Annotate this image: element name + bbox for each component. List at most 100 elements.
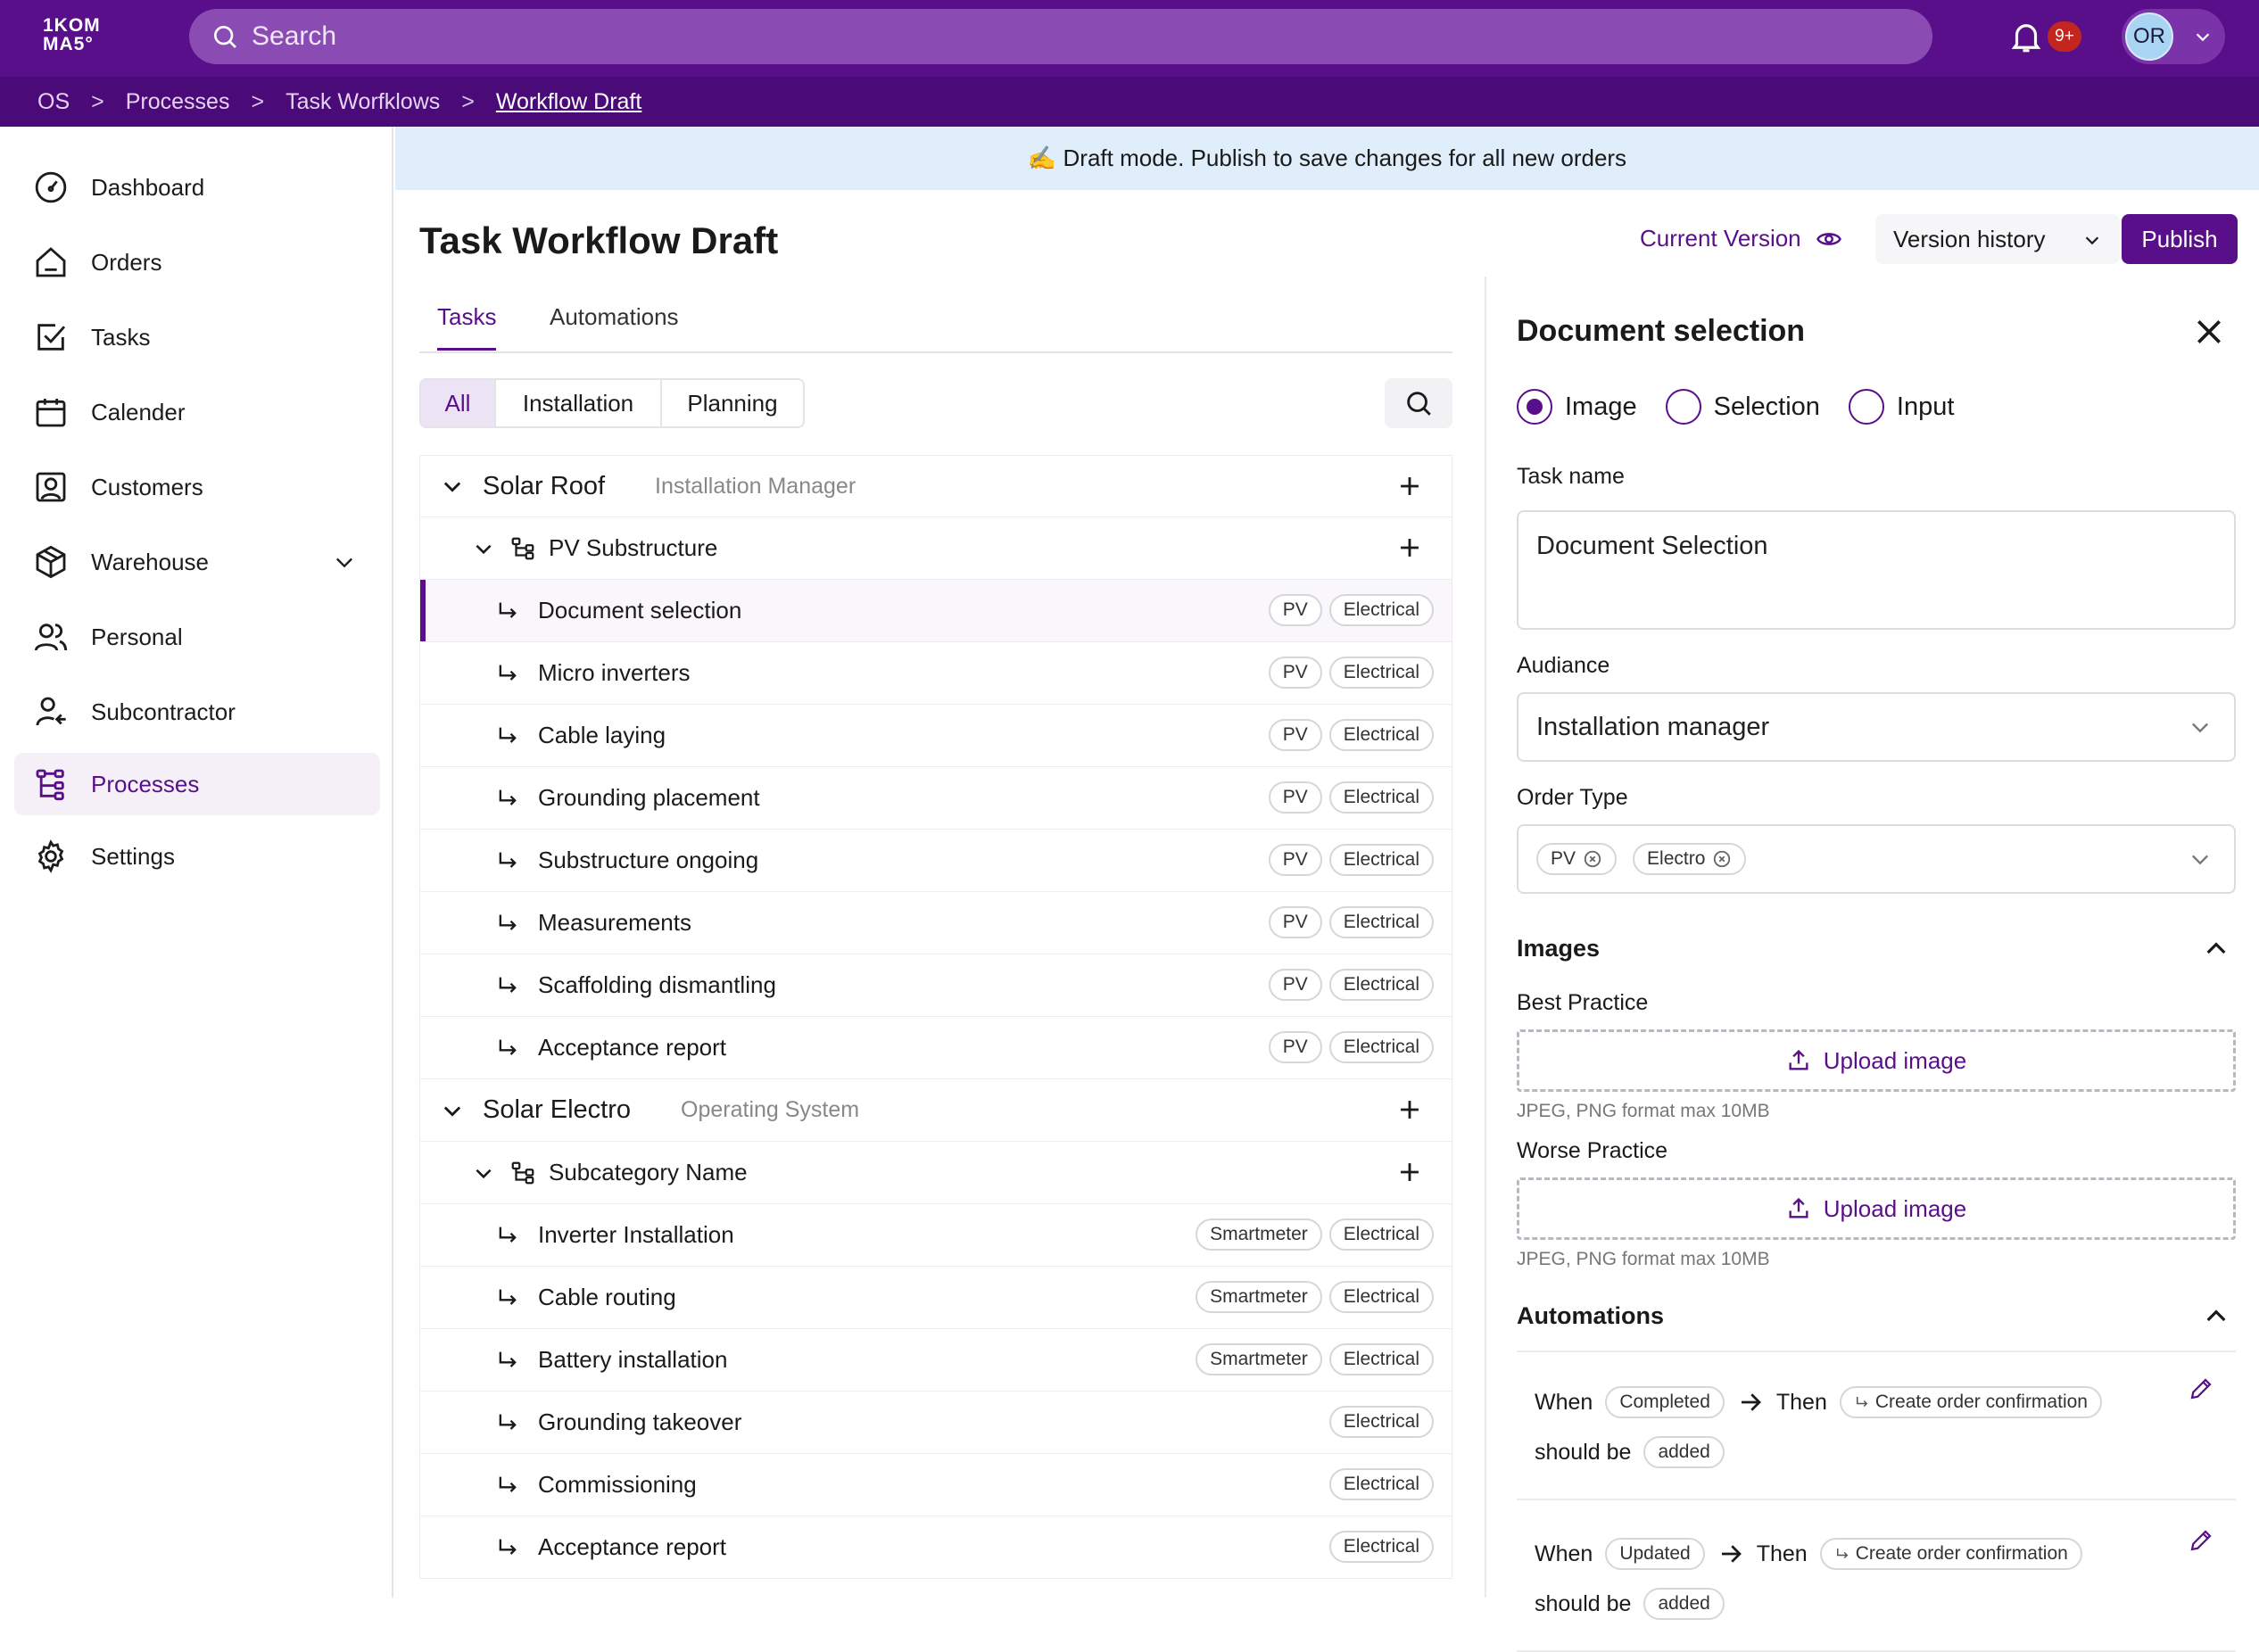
- subtask-arrow: [495, 848, 520, 873]
- chevron-down-icon[interactable]: [472, 1161, 495, 1185]
- home-icon: [32, 244, 70, 281]
- chevron-down-icon[interactable]: [440, 474, 465, 499]
- category-role: Installation Manager: [655, 473, 856, 499]
- automation-state[interactable]: added: [1643, 1588, 1725, 1620]
- upload-best-practice-button[interactable]: Upload image: [1517, 1029, 2236, 1092]
- bell-icon[interactable]: [2007, 18, 2045, 55]
- version-history-label: Version history: [1893, 225, 2046, 252]
- subtask-arrow: [495, 1223, 520, 1248]
- plus-icon[interactable]: [1394, 1094, 1425, 1125]
- audience-select[interactable]: Installation manager: [1517, 692, 2236, 762]
- arrow-right-icon: [1721, 1545, 1742, 1563]
- task-tag: PV: [1268, 781, 1322, 814]
- task-row[interactable]: Grounding placement PV Electrical: [419, 767, 1452, 830]
- task-row[interactable]: Substructure ongoing PV Electrical: [419, 830, 1452, 892]
- sidebar-item-label: Customers: [91, 473, 203, 500]
- task-tag: PV: [1268, 657, 1322, 689]
- automation-trigger[interactable]: Completed: [1605, 1386, 1725, 1418]
- tab-tasks[interactable]: Tasks: [437, 303, 497, 351]
- task-row[interactable]: Inverter Installation Smartmeter Electrica…: [419, 1204, 1452, 1267]
- search-input[interactable]: Search: [189, 9, 1932, 64]
- filter-all[interactable]: All: [421, 380, 496, 426]
- current-version-link[interactable]: Current Version: [1640, 225, 1842, 252]
- radio-image[interactable]: Image: [1517, 389, 1637, 425]
- eye-icon: [1816, 232, 1841, 245]
- task-row[interactable]: Scaffolding dismantling PV Electrical: [419, 954, 1452, 1017]
- task-row[interactable]: Grounding takeover Electrical: [419, 1392, 1452, 1454]
- automation-state[interactable]: added: [1643, 1436, 1725, 1468]
- breadcrumb-workflow-draft[interactable]: Workflow Draft: [495, 88, 642, 114]
- task-tags: PV Electrical: [1262, 906, 1434, 938]
- task-row[interactable]: Document selection PV Electrical: [419, 580, 1452, 642]
- sidebar-item-calender[interactable]: Calender: [14, 381, 380, 443]
- remove-chip-icon[interactable]: [1712, 849, 1732, 869]
- radio-input[interactable]: Input: [1848, 389, 1954, 425]
- task-row[interactable]: Measurements PV Electrical: [419, 892, 1452, 954]
- sidebar-item-subcontractor[interactable]: Subcontractor: [14, 681, 380, 743]
- subtask-arrow-icon: [499, 1476, 517, 1492]
- plus-icon[interactable]: [1394, 1157, 1425, 1187]
- task-row[interactable]: Commissioning Electrical: [419, 1454, 1452, 1516]
- sidebar-item-settings[interactable]: Settings: [14, 825, 380, 888]
- task-row[interactable]: Acceptance report PV Electrical: [419, 1017, 1452, 1079]
- pencil-icon[interactable]: [2188, 1527, 2214, 1554]
- order-type-select[interactable]: PV Electro: [1517, 824, 2236, 894]
- chevron-down-icon[interactable]: [440, 1098, 465, 1123]
- plus-icon[interactable]: [1394, 533, 1425, 563]
- user-arrow-icon: [32, 693, 70, 731]
- radio-unchecked-icon: [1848, 389, 1884, 425]
- tab-automations[interactable]: Automations: [550, 303, 679, 330]
- task-row[interactable]: Acceptance report Electrical: [419, 1516, 1452, 1579]
- filter-planning[interactable]: Planning: [687, 389, 778, 417]
- task-row[interactable]: Cable routing Smartmeter Electrical: [419, 1267, 1452, 1329]
- upload-worse-practice-button[interactable]: Upload image: [1517, 1177, 2236, 1240]
- sidebar-item-customers[interactable]: Customers: [14, 456, 380, 518]
- category-row[interactable]: Solar Roof Installation Manager: [419, 455, 1452, 517]
- task-row[interactable]: Cable laying PV Electrical: [419, 705, 1452, 767]
- sidebar-item-orders[interactable]: Orders: [14, 231, 380, 293]
- automation-action[interactable]: Create order confirmation: [1819, 1538, 2082, 1570]
- images-section-header[interactable]: Images: [1517, 935, 2236, 962]
- close-icon[interactable]: [2191, 314, 2227, 350]
- sidebar-item-dashboard[interactable]: Dashboard: [14, 156, 380, 219]
- category-role: Operating System: [681, 1097, 860, 1122]
- best-practice-label: Best Practice: [1517, 990, 1649, 1015]
- filter-installation[interactable]: Installation: [496, 380, 662, 426]
- task-list: Solar Roof Installation Manager PV Subst…: [419, 455, 1452, 1598]
- subcategory-row[interactable]: PV Substructure: [419, 517, 1452, 580]
- task-tag: Electrical: [1328, 1406, 1434, 1438]
- logo[interactable]: 1KOM MA5°: [43, 16, 101, 54]
- task-row[interactable]: Micro inverters PV Electrical: [419, 642, 1452, 705]
- chevron-down-icon[interactable]: [472, 537, 495, 560]
- subtask-arrow: [495, 911, 520, 936]
- chevron-down-icon[interactable]: [332, 549, 357, 574]
- upload-icon: [1789, 1197, 1808, 1218]
- breadcrumb-task-workflows[interactable]: Task Worfklows: [285, 88, 441, 114]
- remove-chip-icon[interactable]: [1583, 849, 1602, 869]
- sidebar-item-processes[interactable]: Processes: [14, 753, 380, 815]
- pencil-icon[interactable]: [2188, 1375, 2214, 1402]
- list-search-button[interactable]: [1385, 378, 1452, 428]
- task-row[interactable]: Battery installation Smartmeter Electrical: [419, 1329, 1452, 1392]
- chevron-down-icon: [2196, 33, 2210, 42]
- automation-action[interactable]: Create order confirmation: [1839, 1386, 2102, 1418]
- sidebar-item-personal[interactable]: Personal: [14, 606, 380, 668]
- automation-trigger[interactable]: Updated: [1605, 1538, 1705, 1570]
- breadcrumb-processes[interactable]: Processes: [125, 88, 230, 114]
- publish-button[interactable]: Publish: [2122, 214, 2238, 264]
- search-placeholder: Search: [252, 21, 337, 51]
- category-row[interactable]: Solar Electro Operating System: [419, 1079, 1452, 1142]
- chevron-up-icon[interactable]: [2202, 1302, 2230, 1331]
- subcategory-icon: [511, 537, 534, 559]
- breadcrumb-os[interactable]: OS: [37, 88, 70, 114]
- task-name-field[interactable]: Document Selection: [1517, 510, 2236, 630]
- subcategory-row[interactable]: Subcategory Name: [419, 1142, 1452, 1204]
- user-menu[interactable]: OR: [2122, 9, 2225, 64]
- automations-section-header[interactable]: Automations: [1517, 1302, 2236, 1352]
- radio-selection[interactable]: Selection: [1665, 389, 1820, 425]
- sidebar-item-tasks[interactable]: Tasks: [14, 306, 380, 368]
- plus-icon[interactable]: [1394, 471, 1425, 501]
- version-history-dropdown[interactable]: Version history: [1875, 214, 2120, 264]
- chevron-up-icon[interactable]: [2202, 935, 2230, 963]
- sidebar-item-warehouse[interactable]: Warehouse: [14, 531, 380, 593]
